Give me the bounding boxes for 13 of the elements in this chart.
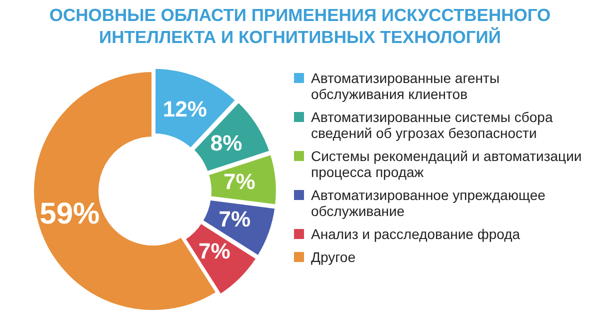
data-label: 59% [40,197,100,230]
data-label: 7% [198,238,230,264]
legend-label: Другое [311,249,356,265]
legend-label: Автоматизированные системы сбора сведений об угрозах безопасности [311,109,554,141]
data-label: 7% [218,206,251,232]
legend-label: Анализ и расследование фрода [311,226,520,242]
legend-label: Автоматизированные агенты обслуживания клиентов [311,70,501,102]
legend-label: Системы рекомендаций и автоматизации процесса продаж [311,148,583,180]
data-label: 12% [162,96,207,122]
legend-label: Автоматизированное упреждающее обслуживание [311,187,546,219]
data-label: 7% [223,168,256,194]
data-label: 8% [210,130,242,156]
chart-title: ОСНОВНЫЕ ОБЛАСТИ ПРИМЕНЕНИЯ ИСКУССТВЕННОГО ИНТЕЛЛЕКТА И КОГНИТИВНЫХ ТЕХНОЛОГИЙ [48,4,552,48]
